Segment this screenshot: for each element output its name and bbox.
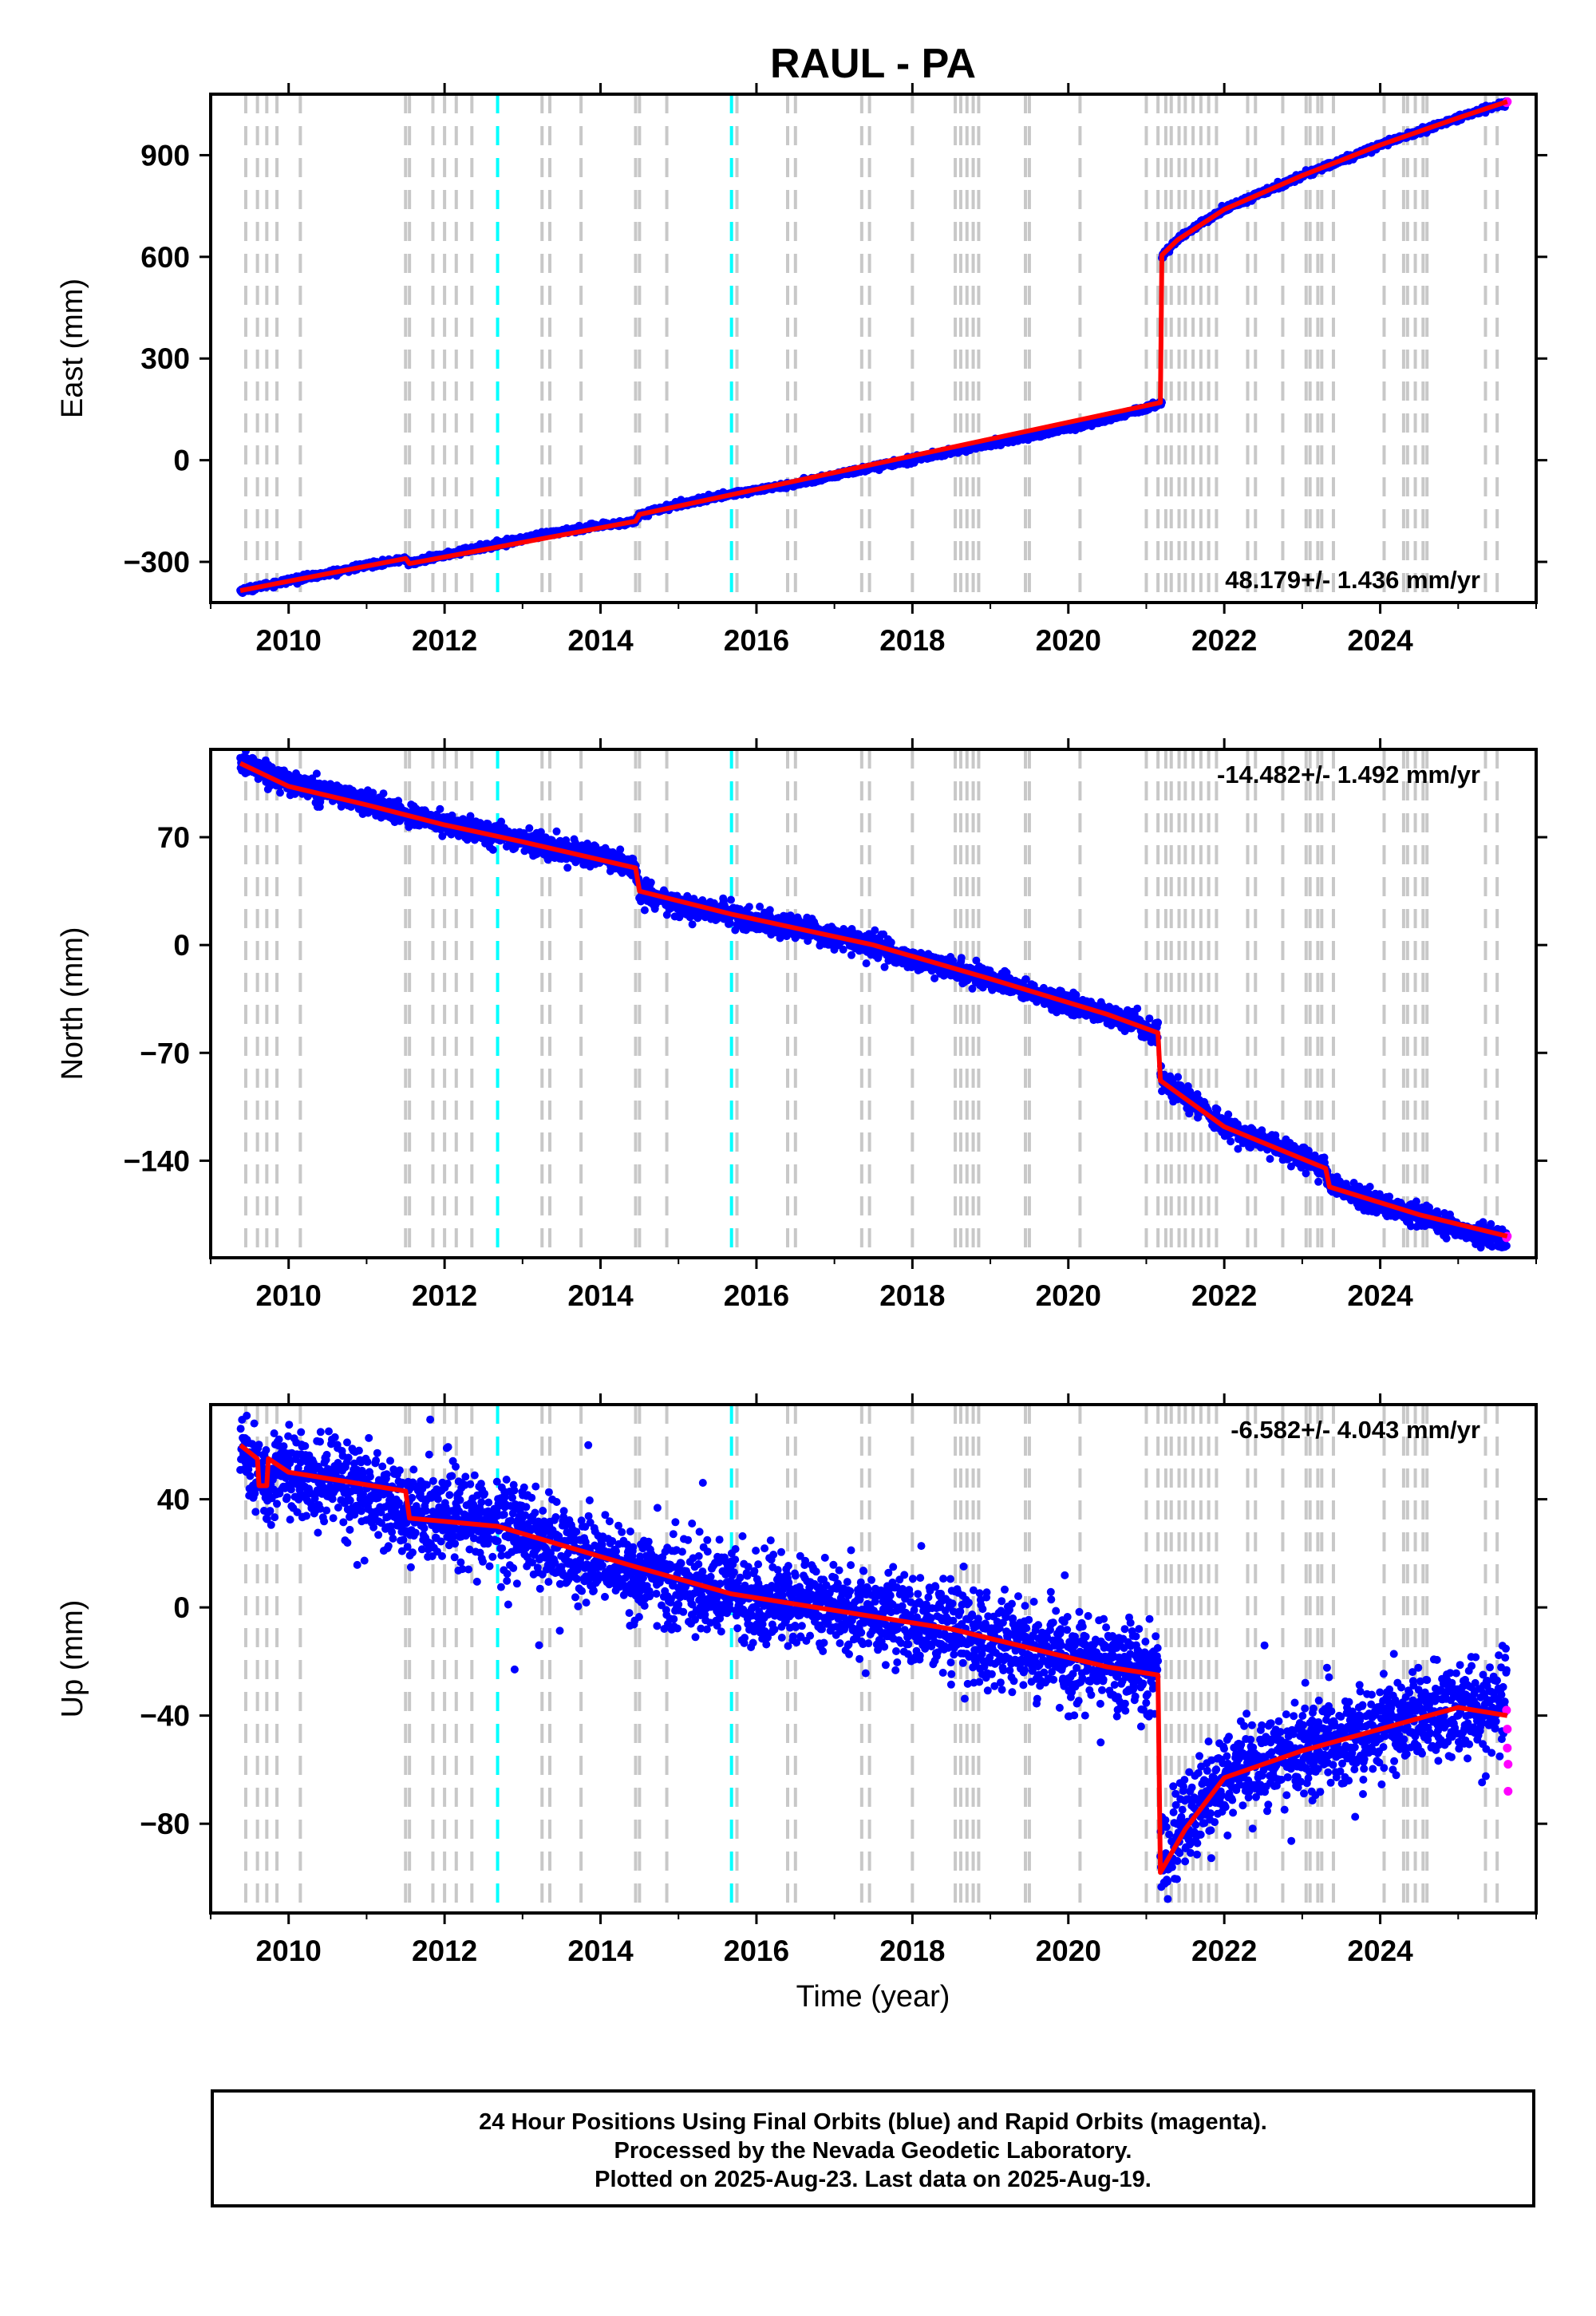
final-data-point	[379, 789, 388, 798]
final-data-point	[436, 804, 444, 813]
final-data-point	[369, 788, 377, 797]
final-data-point	[756, 903, 764, 911]
y-tick-label: −300	[124, 546, 190, 579]
plot-frame	[209, 93, 1538, 604]
final-data-point	[640, 906, 649, 915]
final-data-series	[236, 749, 1163, 1047]
x-tick-label: 2022	[1191, 624, 1257, 657]
x-tick-label: 2014	[567, 624, 634, 657]
y-tick-label: 0	[173, 445, 190, 477]
final-data-point	[765, 906, 774, 915]
x-tick-label: 2024	[1347, 624, 1413, 657]
final-data-point	[688, 920, 697, 929]
final-data-point	[438, 832, 447, 840]
plot-area	[236, 94, 1512, 603]
final-data-point	[782, 932, 791, 941]
final-data-point	[616, 845, 625, 854]
x-tick-label: 2018	[879, 624, 945, 657]
model-fit-line	[239, 99, 1508, 594]
final-data-point	[276, 788, 284, 797]
final-data-point	[552, 827, 561, 836]
x-tick-label: 2010	[256, 624, 322, 657]
final-data-point	[312, 769, 321, 778]
plot-area	[236, 749, 1512, 1258]
final-data-point	[839, 945, 847, 954]
rate-label: 48.179+/- 1.436 mm/yr	[1225, 566, 1480, 594]
y-tick-label: 300	[140, 342, 190, 375]
final-data-point	[466, 812, 475, 820]
x-tick-label: 2012	[412, 624, 477, 657]
final-data-point	[525, 824, 534, 832]
final-data-point	[563, 864, 572, 872]
final-data-point	[726, 919, 734, 927]
y-tick-label: 900	[140, 139, 190, 172]
north-panel: 2010 2012 2014 2016 2018 2020 2022 2024−140−700…	[56, 738, 1547, 1312]
final-data-point	[727, 895, 735, 904]
y-axis-label: East (mm)	[56, 279, 89, 418]
east-panel: 2010 2012 2014 2016 2018 2020 2022 2024 −300 0 300…	[56, 83, 1547, 657]
final-data-point	[646, 878, 655, 887]
final-data-point	[316, 797, 325, 806]
y-tick-label: 600	[140, 241, 190, 274]
final-data-point	[745, 903, 753, 911]
final-data-point	[488, 845, 497, 854]
x-tick-label: 2020	[1036, 624, 1101, 657]
final-data-point	[536, 828, 545, 836]
final-data-point	[497, 817, 506, 826]
x-tick-label: 2016	[724, 624, 789, 657]
figure-title: RAUL - PA	[770, 41, 976, 87]
